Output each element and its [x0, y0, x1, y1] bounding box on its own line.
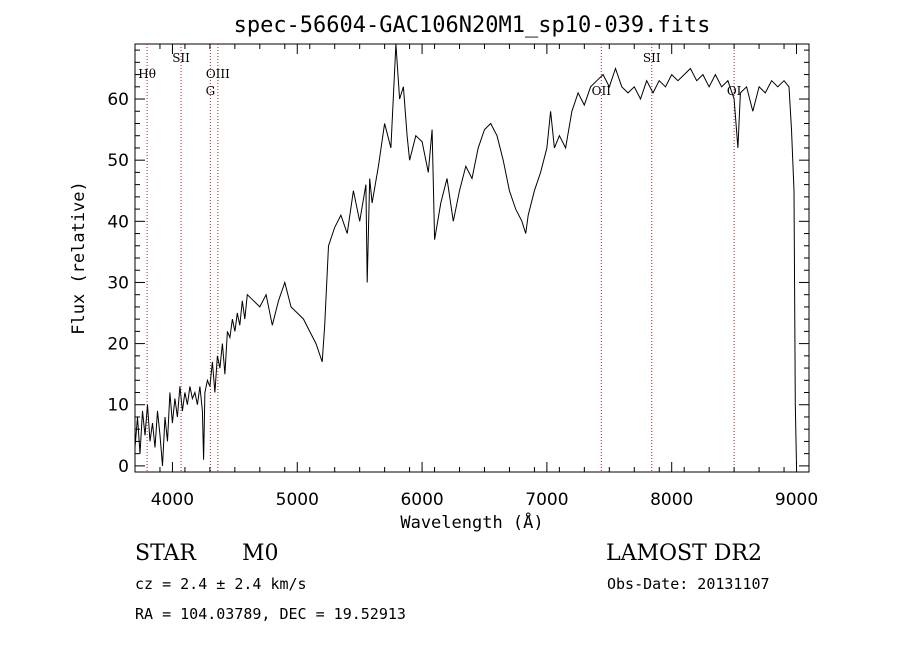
obs-date-text: Obs-Date: 20131107 [607, 575, 770, 593]
x-tick-label: 6000 [400, 490, 443, 510]
x-tick-label: 9000 [775, 490, 818, 510]
y-tick-label: 50 [107, 151, 129, 171]
object-class: STAR [135, 541, 197, 566]
axis-ticks: 4000 5000 6000 7000 8000 9000 0 10 20 30 40 50 60 [107, 44, 818, 510]
y-axis-label: Flux (relative) [69, 181, 89, 335]
line-marker-label: OI [727, 84, 742, 98]
line-marker-label: OIII [206, 67, 230, 81]
line-marker-label: OII [592, 84, 612, 98]
chart-title: spec-56604-GAC106N20M1_sp10-039.fits [234, 13, 711, 38]
survey-name: LAMOST DR2 [606, 541, 762, 566]
x-axis-label: Wavelength (Å) [400, 511, 543, 533]
y-tick-label: 0 [118, 457, 129, 477]
y-tick-label: 30 [107, 273, 129, 293]
x-tick-label: 7000 [525, 490, 568, 510]
line-marker-label: Hθ [138, 67, 156, 81]
coordinates-text: RA = 104.03789, DEC = 19.52913 [135, 605, 406, 623]
y-tick-label: 40 [107, 212, 129, 232]
line-markers: Hθ SII G OIII OII SII OI [138, 44, 742, 472]
redshift-text: cz = 2.4 ± 2.4 km/s [135, 575, 307, 593]
plot-frame [134, 43, 810, 473]
object-subclass: M0 [242, 541, 279, 566]
y-tick-label: 10 [107, 396, 129, 416]
spectrum-series [134, 43, 797, 466]
y-tick-label: 20 [107, 335, 129, 355]
line-marker-label: SII [172, 51, 190, 65]
x-tick-label: 4000 [151, 490, 194, 510]
x-tick-label: 8000 [650, 490, 693, 510]
y-tick-label: 60 [107, 90, 129, 110]
line-marker-label: SII [643, 51, 661, 65]
line-marker-label: G [206, 84, 216, 98]
x-tick-label: 5000 [276, 490, 319, 510]
